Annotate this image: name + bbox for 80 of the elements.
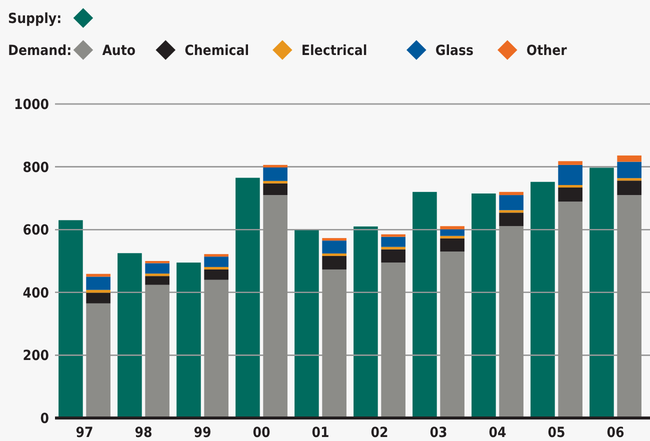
bar	[236, 178, 260, 418]
bar	[499, 195, 524, 210]
x-tick-label: 03	[430, 425, 448, 441]
bar	[381, 249, 406, 263]
bar	[499, 192, 524, 196]
legend-title: Demand:	[8, 43, 72, 59]
bar	[381, 234, 406, 237]
bar	[204, 266, 228, 270]
legend-label: Electrical	[301, 43, 368, 59]
bar	[145, 274, 170, 276]
y-tick-label: 400	[22, 285, 50, 302]
legend-title: Supply:	[8, 11, 62, 27]
bar	[204, 254, 228, 257]
bar	[204, 269, 228, 280]
x-tick-label: 04	[488, 425, 506, 441]
bar	[58, 220, 83, 418]
bar	[263, 167, 288, 181]
bar	[176, 262, 201, 418]
y-tick-label: 600	[22, 222, 50, 239]
bar	[86, 276, 110, 290]
bar	[322, 238, 346, 241]
bar	[440, 229, 464, 236]
bar	[204, 280, 228, 418]
bar	[263, 180, 288, 184]
x-tick-label: 01	[312, 425, 330, 441]
bar	[530, 182, 555, 418]
y-tick-label: 200	[22, 348, 50, 364]
x-tick-label: 98	[134, 425, 152, 441]
bar	[145, 263, 170, 274]
bar	[617, 162, 642, 178]
bar	[440, 236, 464, 238]
bar	[440, 252, 464, 418]
bar	[322, 256, 346, 270]
bar	[263, 195, 288, 418]
bar	[499, 226, 524, 418]
bar	[440, 226, 464, 230]
bar	[322, 240, 346, 254]
bar	[617, 195, 642, 418]
legend-label: Glass	[435, 43, 474, 59]
bar	[86, 292, 110, 304]
bar	[499, 210, 524, 213]
legend-label: Auto	[102, 43, 136, 59]
x-tick-label: 99	[194, 425, 212, 441]
bar	[558, 164, 582, 186]
bar	[322, 269, 346, 418]
bar	[617, 178, 642, 181]
bar	[558, 202, 582, 418]
bar	[381, 236, 406, 247]
y-tick-label: 800	[22, 160, 50, 176]
bar	[617, 180, 642, 196]
bar	[472, 193, 496, 418]
x-tick-label: 97	[76, 425, 94, 441]
bar	[263, 164, 288, 168]
bar	[204, 256, 228, 267]
bar	[354, 226, 378, 418]
y-tick-label: 1000	[14, 97, 50, 113]
bar	[263, 183, 288, 196]
bar	[86, 303, 110, 418]
bar	[558, 185, 582, 188]
bar	[145, 276, 170, 285]
bar	[412, 192, 437, 418]
bar	[558, 161, 582, 165]
bar	[617, 155, 642, 162]
x-tick-label: 06	[606, 425, 624, 441]
bar	[294, 230, 319, 418]
bar	[322, 253, 346, 256]
bar	[499, 212, 524, 226]
bar	[558, 188, 582, 202]
legend-label: Other	[526, 43, 568, 59]
bar	[381, 246, 406, 250]
x-tick-label: 00	[252, 425, 270, 441]
bar	[118, 253, 142, 418]
x-tick-label: 02	[370, 425, 388, 441]
bar	[381, 262, 406, 418]
y-tick-label: 0	[40, 411, 50, 427]
x-tick-label: 05	[548, 425, 566, 441]
bar	[590, 168, 614, 418]
bar	[440, 238, 464, 252]
bar	[145, 284, 170, 418]
legend-label: Chemical	[184, 43, 250, 59]
